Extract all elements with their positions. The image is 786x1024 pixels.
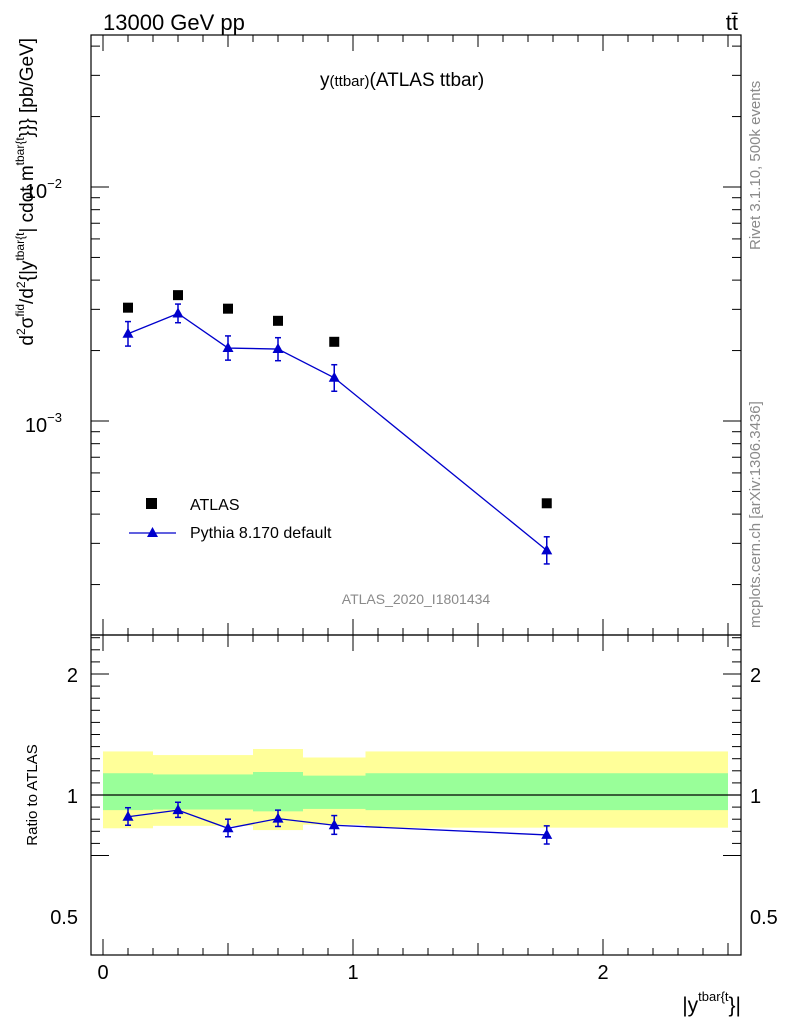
ratio-point	[272, 812, 284, 823]
main-ylabel: d2σfid/d2{|ytbar{t| cdot mtbar{t}}} [pb/…	[13, 38, 38, 346]
pythia-point	[328, 371, 340, 382]
main-ytick-label-1e-3: 10−3	[25, 410, 62, 437]
atlas-point	[329, 336, 340, 347]
legend-pythia-marker	[147, 527, 158, 537]
pythia-point	[222, 342, 234, 353]
ratio-ytick-label-right-0-5: 0.5	[750, 907, 778, 929]
ratio-ytick-label-right-1: 1	[750, 786, 761, 808]
ratio-panel: 2 1 0.5 2 1 0.5 0 1 2 Ratio to ATLAS |yt…	[24, 634, 778, 1017]
mcplots-label: mcplots.cern.ch [arXiv:1306.3436]	[747, 401, 764, 628]
watermark-label: ATLAS_2020_I1801434	[342, 591, 491, 607]
ratio-line	[127, 809, 547, 836]
ratio-point	[541, 828, 553, 839]
main-ticks	[91, 35, 741, 635]
ratio-marks	[122, 801, 553, 845]
ratio-band-inner	[365, 773, 728, 811]
legend-atlas-label: ATLAS	[190, 497, 240, 514]
main-title-sub: (ttbar)	[330, 73, 370, 90]
ratio-xtick-label-1: 1	[347, 962, 358, 984]
pythia-point	[272, 343, 284, 354]
ratio-ytick-label-1: 1	[67, 786, 78, 808]
ratio-ytick-label-right-2: 2	[750, 665, 761, 687]
rivet-version-label: Rivet 3.1.10, 500k events	[747, 81, 764, 250]
main-title-main: y	[320, 70, 330, 91]
ratio-band-inner	[253, 772, 303, 812]
legend-atlas-marker	[146, 498, 157, 509]
main-panel: y(ttbar)(ATLAS ttbar) ATLAS_2020_I180143…	[13, 34, 742, 636]
main-frame	[90, 34, 742, 636]
ratio-ylabel: Ratio to ATLAS	[24, 744, 41, 845]
xaxis-label: |ytbar{t}|	[682, 989, 741, 1017]
legend-pythia-label: Pythia 8.170 default	[190, 525, 332, 542]
ratio-xtick-label-0: 0	[97, 962, 108, 984]
main-ytick-label-1e-2: 10−2	[25, 176, 62, 203]
legend: ATLAS Pythia 8.170 default	[129, 497, 332, 542]
ratio-ytick-label-0-5: 0.5	[50, 907, 78, 929]
ratio-ticks	[91, 635, 741, 955]
ratio-point	[172, 804, 184, 815]
pythia-point	[172, 307, 184, 318]
ratio-point	[222, 822, 234, 833]
process-label: tt̄	[726, 10, 738, 35]
ratio-band-inner	[303, 775, 366, 809]
atlas-point	[223, 303, 233, 314]
ratio-frame	[90, 634, 742, 956]
main-title: y(ttbar)(ATLAS ttbar)	[320, 70, 484, 91]
ratio-ytick-label-2: 2	[67, 665, 78, 687]
atlas-point	[541, 498, 552, 509]
atlas-point	[123, 302, 133, 313]
pythia-point	[541, 544, 553, 555]
ratio-bands	[103, 749, 728, 831]
ratio-point	[122, 810, 134, 821]
main-marks	[122, 290, 553, 565]
main-title-rest: (ATLAS ttbar)	[370, 70, 485, 91]
energy-label: 13000 GeV pp	[103, 10, 245, 35]
atlas-point	[273, 315, 283, 326]
ratio-point	[328, 819, 340, 830]
pythia-line	[127, 312, 548, 551]
ratio-band-inner	[103, 773, 153, 811]
pythia-point	[122, 327, 134, 338]
ratio-band-inner	[203, 774, 253, 810]
ratio-xtick-label-2: 2	[597, 962, 608, 984]
atlas-point	[173, 290, 183, 301]
